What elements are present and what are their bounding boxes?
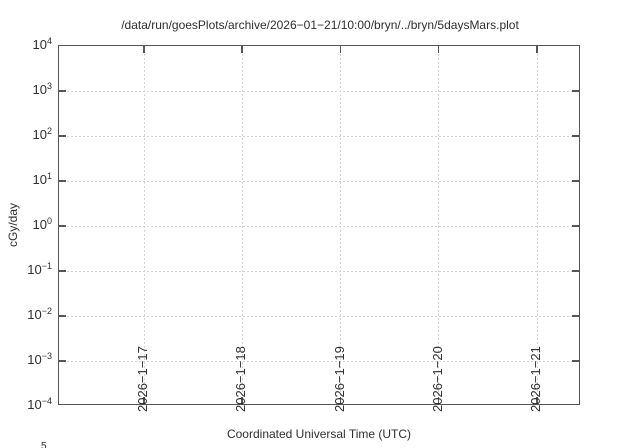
y-tick-exponent: −3 xyxy=(41,351,52,361)
y-tick-base: 10 xyxy=(27,307,42,322)
grid-line-vertical xyxy=(143,46,145,404)
y-tick-mark-left xyxy=(59,180,66,182)
x-tick-mark-bottom xyxy=(143,397,145,404)
x-tick-label: 2026−1−17 xyxy=(135,346,150,412)
y-tick-mark-left xyxy=(59,135,66,137)
y-tick-label: 102 xyxy=(0,126,52,144)
y-tick-label: 10−2 xyxy=(0,306,52,324)
x-tick-mark-bottom xyxy=(437,397,440,404)
y-tick-mark-right xyxy=(572,270,579,272)
y-tick-mark-left xyxy=(59,360,66,362)
x-tick-label: 2026−1−20 xyxy=(429,346,445,412)
y-tick-exponent: 1 xyxy=(46,171,52,181)
y-tick-label: 10−4 xyxy=(0,396,52,414)
x-tick-mark-top xyxy=(143,46,145,53)
y-tick-exponent: −4 xyxy=(41,396,52,406)
x-tick-label: 2026−1−18 xyxy=(233,346,249,412)
y-tick-mark-left xyxy=(59,90,66,92)
y-tick-exponent: −1 xyxy=(41,261,52,271)
y-tick-mark-left xyxy=(59,225,66,227)
x-tick-mark-top xyxy=(437,46,440,53)
y-tick-mark-right xyxy=(572,180,579,182)
y-tick-mark-right xyxy=(572,315,579,317)
x-tick-label: 2026−1−19 xyxy=(331,346,347,412)
y-tick-exponent: 4 xyxy=(46,36,52,46)
y-tick-base: 10 xyxy=(32,127,47,142)
y-tick-mark-right xyxy=(572,90,579,92)
x-tick-mark-bottom xyxy=(241,397,243,404)
y-tick-base: 10 xyxy=(32,172,47,187)
x-tick-mark-top xyxy=(536,46,538,53)
chart-title: /data/run/goesPlots/archive/2026−01−21/1… xyxy=(121,18,519,32)
y-tick-exponent: 0 xyxy=(46,216,52,226)
grid-line-vertical xyxy=(340,46,341,404)
y-tick-label: 104 xyxy=(0,36,52,54)
grid-line-horizontal xyxy=(59,180,579,182)
grid-line-horizontal xyxy=(59,90,579,92)
grid-line-vertical xyxy=(536,46,538,404)
x-tick-mark-top xyxy=(241,46,243,53)
y-tick-label: 100 xyxy=(0,216,52,234)
x-axis-title: Coordinated Universal Time (UTC) xyxy=(226,427,412,441)
y-tick-exponent: −2 xyxy=(41,306,52,316)
y-tick-label: 10−1 xyxy=(0,261,52,279)
clipped-next-plot-label: 5 xyxy=(41,441,47,448)
grid-line-horizontal xyxy=(59,270,579,272)
x-tick-label: 2026−1−21 xyxy=(528,346,543,412)
y-tick-mark-right xyxy=(572,135,579,137)
y-tick-base: 10 xyxy=(27,352,42,367)
y-tick-exponent: 2 xyxy=(46,126,52,136)
y-tick-base: 10 xyxy=(32,37,47,52)
plot-area xyxy=(58,45,580,405)
y-tick-mark-right xyxy=(572,360,579,362)
grid-line-horizontal xyxy=(59,135,579,137)
x-tick-mark-top xyxy=(339,46,341,53)
x-tick-mark-bottom xyxy=(536,397,538,404)
y-tick-base: 10 xyxy=(32,217,47,232)
y-tick-mark-left xyxy=(59,315,66,317)
y-tick-base: 10 xyxy=(27,262,42,277)
y-tick-base: 10 xyxy=(32,82,47,97)
grid-line-horizontal xyxy=(59,225,579,227)
y-tick-base: 10 xyxy=(27,397,42,412)
grid-line-vertical xyxy=(241,46,243,404)
x-tick-mark-bottom xyxy=(339,397,341,404)
grid-line-horizontal xyxy=(59,360,579,362)
grid-line-vertical xyxy=(438,46,440,404)
y-tick-mark-right xyxy=(572,225,579,227)
grid-line-horizontal xyxy=(59,315,579,317)
y-tick-label: 10−3 xyxy=(0,351,52,369)
y-tick-mark-left xyxy=(59,270,66,272)
y-tick-label: 103 xyxy=(0,81,52,99)
y-tick-label: 101 xyxy=(0,171,52,189)
y-tick-exponent: 3 xyxy=(46,81,52,91)
